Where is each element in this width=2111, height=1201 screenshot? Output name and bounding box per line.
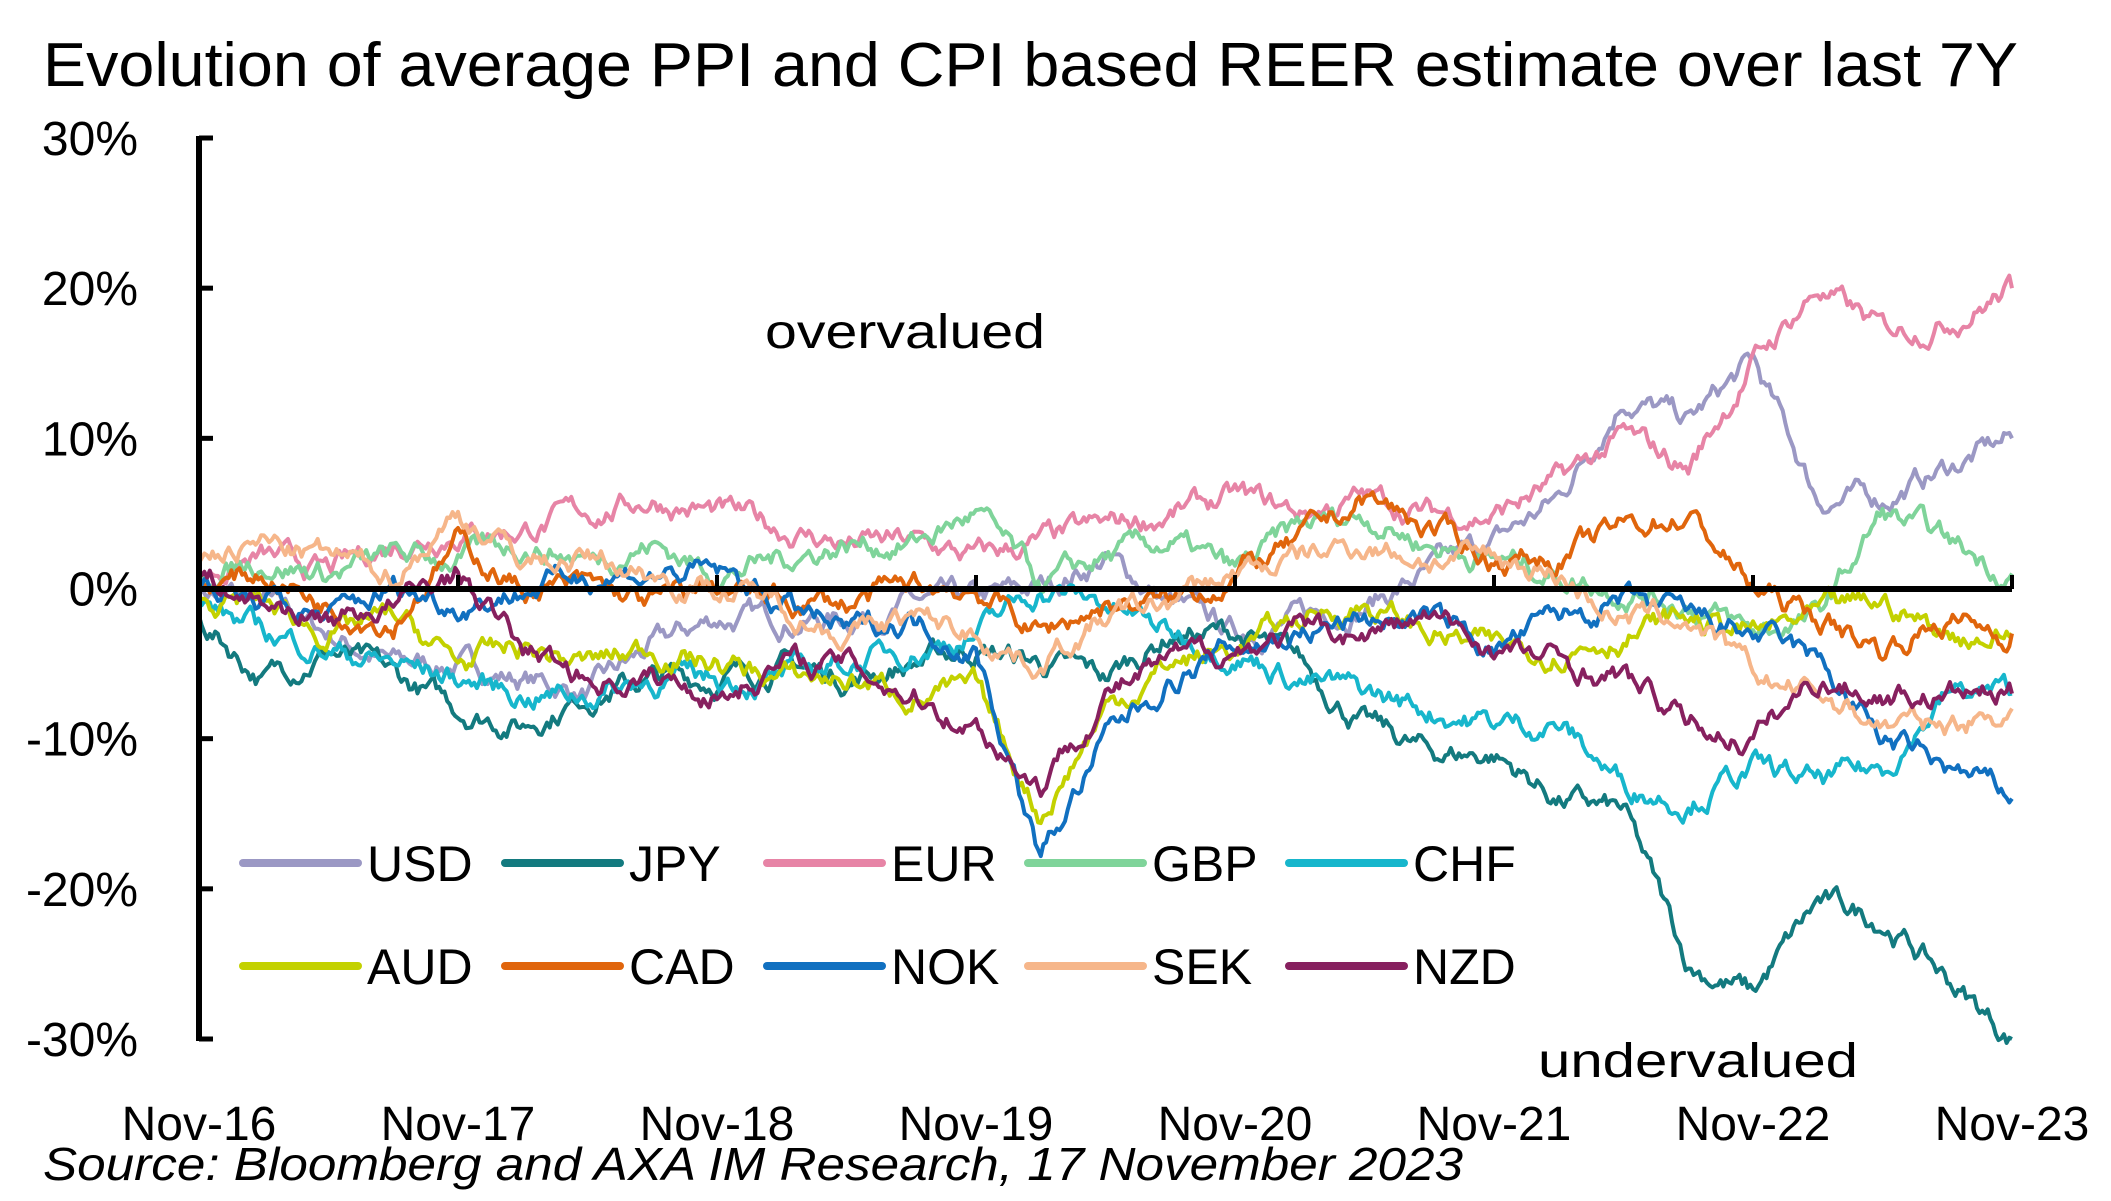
x-axis-ticks: Nov-16 Nov-17 Nov-18 Nov-19 Nov-20 Nov-21 Nov-… [122,1098,2090,1151]
series-line-jpy [197,615,2013,1045]
series-line-usd [197,351,2014,704]
x-tick-label: Nov-19 [899,1098,1054,1151]
y-tick-label: 0% [69,564,138,617]
x-tick-label: Nov-21 [1417,1098,1572,1151]
series-line-sek [197,509,2014,737]
annotation-overvalued: overvalued [765,306,1045,359]
y-tick-label: -30% [26,1014,138,1067]
y-tick-label: 30% [42,113,138,166]
x-tick-label: Nov-20 [1158,1098,1313,1151]
series-line-nzd [197,565,2014,798]
x-tick-label: Nov-22 [1676,1098,1831,1151]
legend: USD JPY EUR GBP CHF AUD CAD NOK SEK NZD [239,836,1516,995]
y-tick-label: -10% [26,714,138,767]
legend-item-gbp: GBP [1024,836,1258,892]
legend-item-aud: AUD [239,939,473,995]
legend-item-sek: SEK [1024,939,1252,995]
legend-item-usd: USD [239,836,473,892]
source-note: Source: Bloomberg and AXA IM Research, 1… [43,1138,1463,1190]
series-line-cad [197,490,2014,662]
legend-item-jpy: JPY [501,836,721,892]
legend-label: EUR [891,836,997,892]
y-axis-ticks: 30% 20% 10% 0% -10% -20% -30% [26,113,213,1067]
x-tick-label: Nov-18 [640,1098,795,1151]
legend-item-cad: CAD [501,939,735,995]
series-line-nok [197,558,2014,859]
chart-title: Evolution of average PPI and CPI based R… [43,31,2018,100]
series-line-gbp [197,503,2014,640]
series-line-chf [197,583,2013,825]
legend-label: CAD [629,939,735,995]
legend-item-nok: NOK [763,939,999,995]
legend-label: CHF [1413,836,1516,892]
legend-label: NOK [891,939,999,995]
y-tick-label: -20% [26,864,138,917]
legend-item-chf: CHF [1285,836,1516,892]
zero-line-ticks [197,575,2014,589]
legend-label: NZD [1413,939,1516,995]
y-tick-label: 20% [42,263,138,316]
legend-label: GBP [1152,836,1258,892]
legend-item-eur: EUR [763,836,997,892]
legend-label: USD [367,836,473,892]
x-tick-label: Nov-23 [1935,1098,2090,1151]
y-tick-label: 10% [42,413,138,466]
legend-label: SEK [1152,939,1252,995]
legend-item-nzd: NZD [1285,939,1516,995]
x-tick-label: Nov-17 [381,1098,536,1151]
legend-label: JPY [629,836,721,892]
x-tick-label: Nov-16 [122,1098,277,1151]
annotation-undervalued: undervalued [1538,1035,1858,1088]
series-line-eur [197,273,2014,586]
legend-label: AUD [367,939,473,995]
series-lines [197,273,2014,1045]
